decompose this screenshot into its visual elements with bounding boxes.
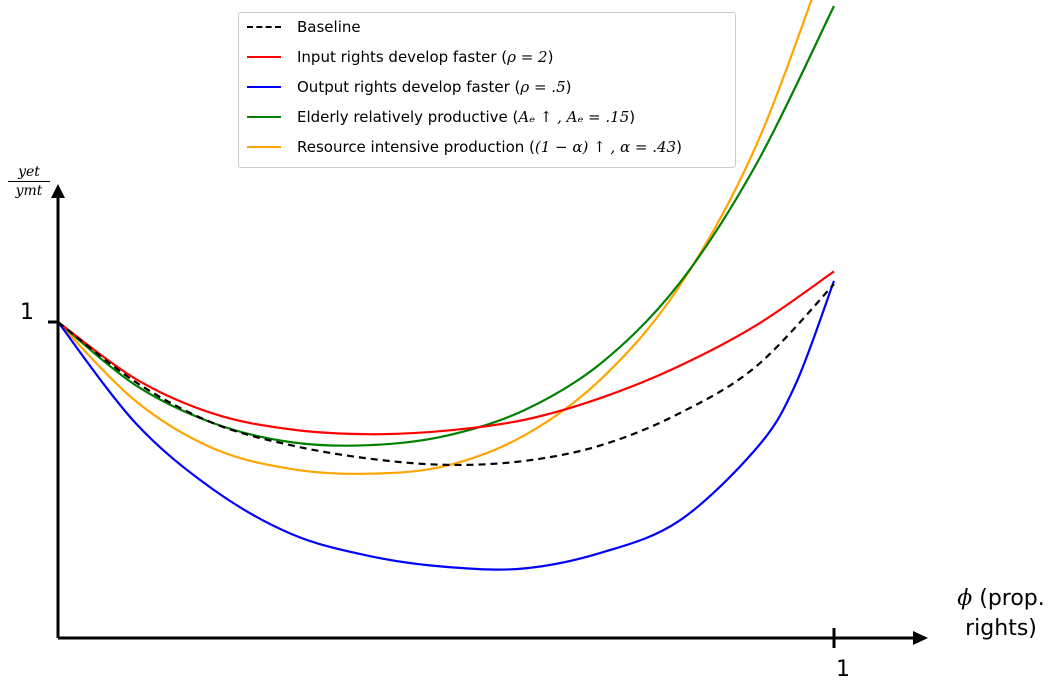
y-axis-arrowhead [51,184,65,198]
legend-label: Input rights develop faster (ρ = 2) [297,48,554,66]
legend-item-resource: Resource intensive production ((1 − α) ↑… [247,133,682,161]
legend-swatch-blue [247,86,281,88]
x-axis-label: ϕ (prop. rights) [945,584,1057,644]
y-axis-label-fraction-bar [8,181,50,182]
legend-label: Elderly relatively productive (Aₑ ↑ , Aₑ… [297,108,636,126]
legend-label: Resource intensive production ((1 − α) ↑… [297,138,682,156]
legend-label: Output rights develop faster (ρ = .5) [297,78,572,96]
y-tick-label-1: 1 [20,300,34,325]
x-axis-label-symbol: ϕ [957,586,973,611]
legend-swatch-orange [247,146,281,148]
series-line-1 [57,270,835,436]
legend-item-elderly: Elderly relatively productive (Aₑ ↑ , Aₑ… [247,103,635,131]
x-tick-label-1: 1 [836,657,850,682]
legend-item-input-rights: Input rights develop faster (ρ = 2) [247,43,553,71]
series-line-4 [57,0,813,475]
legend-item-baseline: Baseline [247,13,361,41]
legend-label: Baseline [297,18,361,36]
x-axis-label-text: (prop. rights) [965,586,1045,641]
legend-swatch-red [247,56,281,58]
legend: Baseline Input rights develop faster (ρ … [238,12,736,168]
legend-item-output-rights: Output rights develop faster (ρ = .5) [247,73,571,101]
legend-swatch-baseline [247,26,281,28]
series-line-0 [57,283,835,467]
axes-group [48,184,928,648]
y-axis-label-numerator: yet [18,164,40,180]
legend-swatch-green [247,116,281,118]
y-axis-label-denominator: ymt [15,183,43,199]
curves-group [57,0,836,571]
x-axis-arrowhead [913,631,928,645]
y-axis-label: yet ymt [8,164,50,199]
series-line-2 [57,280,836,571]
